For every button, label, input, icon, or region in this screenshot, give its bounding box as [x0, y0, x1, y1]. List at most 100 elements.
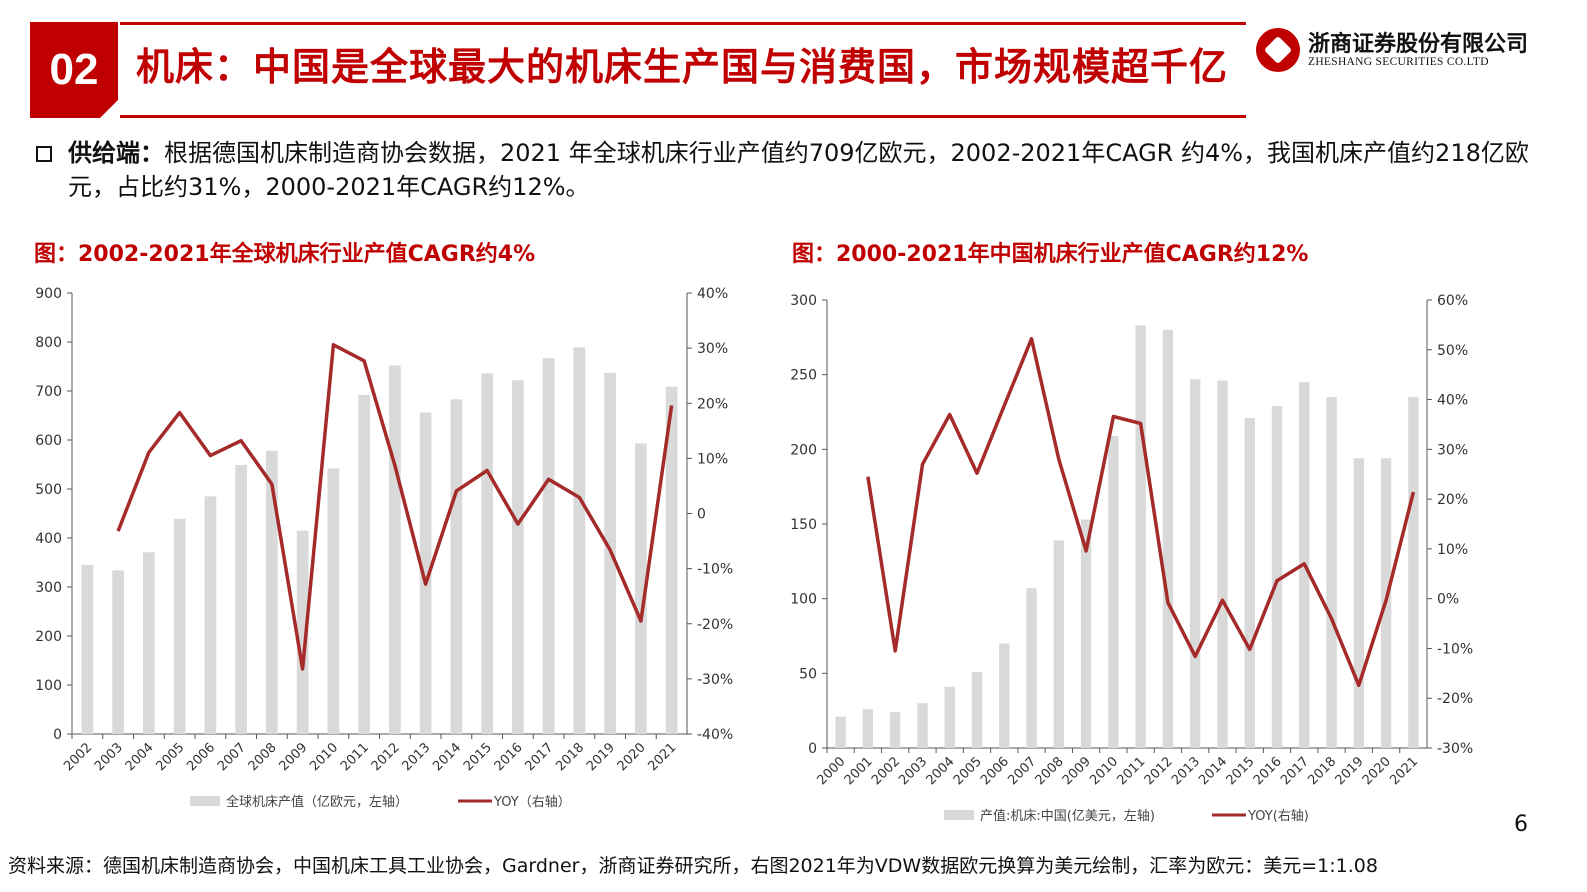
- chart-china-machine-tool-output: 0 50 100 150 200 250 300 -30% -20% -10% 0% 10% 20% 30…: [790, 293, 1473, 824]
- bar: [1135, 325, 1146, 748]
- left-tick-label: 600: [35, 433, 62, 449]
- bar: [665, 386, 678, 734]
- right-tick-label: -30%: [697, 672, 733, 688]
- x-tick-label: 2016: [1251, 754, 1285, 788]
- right-tick-label: 10%: [697, 451, 728, 467]
- bar: [573, 347, 586, 734]
- right-tick-label: 30%: [1437, 442, 1468, 458]
- bar: [862, 709, 874, 748]
- right-tick-label: 40%: [1437, 393, 1468, 409]
- right-tick-label: 30%: [697, 341, 728, 357]
- bullet-label: 供给端：: [68, 139, 164, 167]
- left-tick-label: 300: [35, 580, 62, 596]
- right-tick-label: -20%: [697, 617, 733, 633]
- left-tick-label: 400: [35, 531, 62, 547]
- bar: [112, 570, 124, 734]
- x-tick-label: 2007: [1005, 754, 1039, 788]
- x-tick-label: 2012: [369, 740, 403, 774]
- title-bar: [120, 22, 1246, 118]
- bar: [917, 703, 928, 748]
- legend-bar-label: 全球机床产值（亿欧元，左轴）: [226, 794, 408, 810]
- right-tick-label: -10%: [1437, 641, 1473, 657]
- left-tick-label: 50: [799, 666, 817, 682]
- x-tick-label: 2005: [951, 754, 985, 788]
- x-tick-label: 2002: [61, 740, 95, 774]
- bar: [419, 412, 432, 734]
- bar: [389, 365, 401, 734]
- bar: [481, 373, 493, 734]
- x-tick-label: 2006: [184, 740, 218, 774]
- right-tick-label: -40%: [697, 727, 733, 743]
- x-tick-label: 2007: [215, 740, 249, 774]
- right-tick-label: 60%: [1437, 293, 1468, 309]
- x-tick-label: 2014: [430, 740, 464, 774]
- x-tick-label: 2005: [153, 740, 187, 774]
- section-number: 02: [49, 45, 99, 94]
- left-tick-label: 150: [790, 517, 817, 533]
- bar: [204, 496, 217, 734]
- x-tick-label: 2018: [1305, 754, 1339, 788]
- x-tick-label: 2009: [1060, 754, 1094, 788]
- left-tick-label: 500: [35, 482, 62, 498]
- bar: [358, 394, 370, 734]
- x-tick-label: 2000: [814, 754, 848, 788]
- logo-mark-icon: [1256, 28, 1300, 72]
- bar: [81, 564, 94, 734]
- left-tick-label: 250: [790, 368, 817, 384]
- logo-company-name-en: ZHESHANG SECURITIES CO.LTD: [1308, 56, 1489, 68]
- bar: [635, 443, 647, 734]
- bar: [1108, 435, 1119, 748]
- legend-bar-swatch: [190, 796, 220, 806]
- left-tick-label: 800: [35, 335, 62, 351]
- bar: [835, 716, 846, 748]
- x-tick-label: 2012: [1142, 754, 1176, 788]
- x-tick-label: 2015: [1224, 754, 1258, 788]
- bar: [235, 464, 247, 734]
- x-tick-label: 2019: [1333, 754, 1367, 788]
- section-number-badge: 02: [30, 22, 118, 118]
- bar: [971, 671, 983, 748]
- left-tick-label: 100: [35, 678, 62, 694]
- left-tick-label: 200: [35, 629, 62, 645]
- bar: [1080, 519, 1092, 748]
- page-title: 机床：中国是全球最大的机床生产国与消费国，市场规模超千亿: [136, 45, 1229, 89]
- bar: [266, 450, 278, 734]
- page-number: 6: [1514, 812, 1528, 837]
- bar: [1190, 379, 1201, 748]
- x-tick-label: 2010: [1087, 754, 1121, 788]
- x-tick-label: 2017: [1278, 754, 1312, 788]
- x-tick-label: 2008: [1033, 754, 1067, 788]
- bar: [1353, 458, 1364, 748]
- x-tick-label: 2003: [92, 740, 126, 774]
- bar: [1244, 417, 1255, 748]
- bar: [1026, 588, 1037, 748]
- right-tick-label: 0%: [1437, 592, 1459, 608]
- logo-company-name-cn: 浙商证券股份有限公司: [1308, 32, 1529, 57]
- source-footnote: 资料来源：德国机床制造商协会，中国机床工具工业协会，Gardner，浙商证券研究…: [8, 855, 1378, 877]
- x-tick-label: 2015: [461, 740, 495, 774]
- bar: [143, 552, 155, 734]
- left-tick-label: 300: [790, 293, 817, 309]
- right-tick-label: 10%: [1437, 542, 1468, 558]
- x-tick-label: 2013: [399, 740, 433, 774]
- right-tick-label: 40%: [697, 286, 728, 302]
- x-tick-label: 2019: [584, 740, 618, 774]
- x-tick-label: 2020: [1360, 754, 1394, 788]
- bar: [450, 399, 463, 734]
- x-tick-label: 2010: [307, 740, 341, 774]
- chart-global-machine-tool-output: 0 100 200 300 400 500 600 700 800 900 -40% -30% -20%…: [35, 286, 733, 810]
- right-tick-label: 50%: [1437, 343, 1468, 359]
- x-tick-label: 2017: [522, 740, 556, 774]
- bullet-paragraph: 供给端：根据德国机床制造商协会数据，2021 年全球机床行业产值约709亿欧元，…: [68, 136, 1548, 204]
- x-tick-label: 2013: [1169, 754, 1203, 788]
- chart-left-title: 图：2002-2021年全球机床行业产值CAGR约4%: [34, 242, 536, 267]
- bullet-square-icon: [36, 146, 52, 162]
- x-tick-label: 2021: [645, 740, 679, 774]
- right-tick-label: 20%: [697, 396, 728, 412]
- left-tick-label: 200: [790, 442, 817, 458]
- chart-right-title: 图：2000-2021年中国机床行业产值CAGR约12%: [792, 242, 1309, 267]
- left-tick-label: 900: [35, 286, 62, 302]
- x-tick-label: 2002: [869, 754, 903, 788]
- right-tick-label: -20%: [1437, 691, 1473, 707]
- right-tick-label: 0: [697, 507, 706, 523]
